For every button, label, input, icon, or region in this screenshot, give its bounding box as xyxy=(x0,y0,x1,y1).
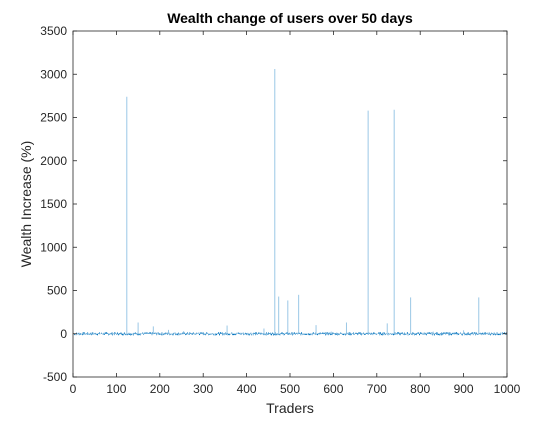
x-tick-label: 500 xyxy=(280,382,300,396)
x-tick-label: 700 xyxy=(367,382,387,396)
x-tick-label: 900 xyxy=(454,382,474,396)
plot-area xyxy=(73,31,507,377)
y-tick-label: 2500 xyxy=(40,111,67,125)
ticks-layer: 0 100 200 300 400 500 600 700 800 900 1000-5000500… xyxy=(40,24,520,396)
y-tick-label: 0 xyxy=(60,327,67,341)
x-tick-label: 0 xyxy=(70,382,77,396)
x-tick-label: 400 xyxy=(237,382,257,396)
y-tick-label: 3000 xyxy=(40,67,67,81)
x-tick-label: 800 xyxy=(410,382,430,396)
y-tick-label: 1500 xyxy=(40,197,67,211)
y-tick-label: -500 xyxy=(43,370,67,384)
y-axis-label: Wealth Increase (%) xyxy=(18,141,34,268)
x-tick-label: 100 xyxy=(106,382,126,396)
y-tick-label: 3500 xyxy=(40,24,67,38)
bars-layer xyxy=(73,69,508,336)
x-tick-label: 600 xyxy=(323,382,343,396)
y-tick-label: 500 xyxy=(47,284,67,298)
y-tick-label: 2000 xyxy=(40,154,67,168)
chart-title: Wealth change of users over 50 days xyxy=(167,10,413,26)
x-tick-label: 1000 xyxy=(494,382,521,396)
x-axis-label: Traders xyxy=(266,400,314,416)
x-tick-label: 200 xyxy=(150,382,170,396)
x-tick-label: 300 xyxy=(193,382,213,396)
y-tick-label: 1000 xyxy=(40,240,67,254)
